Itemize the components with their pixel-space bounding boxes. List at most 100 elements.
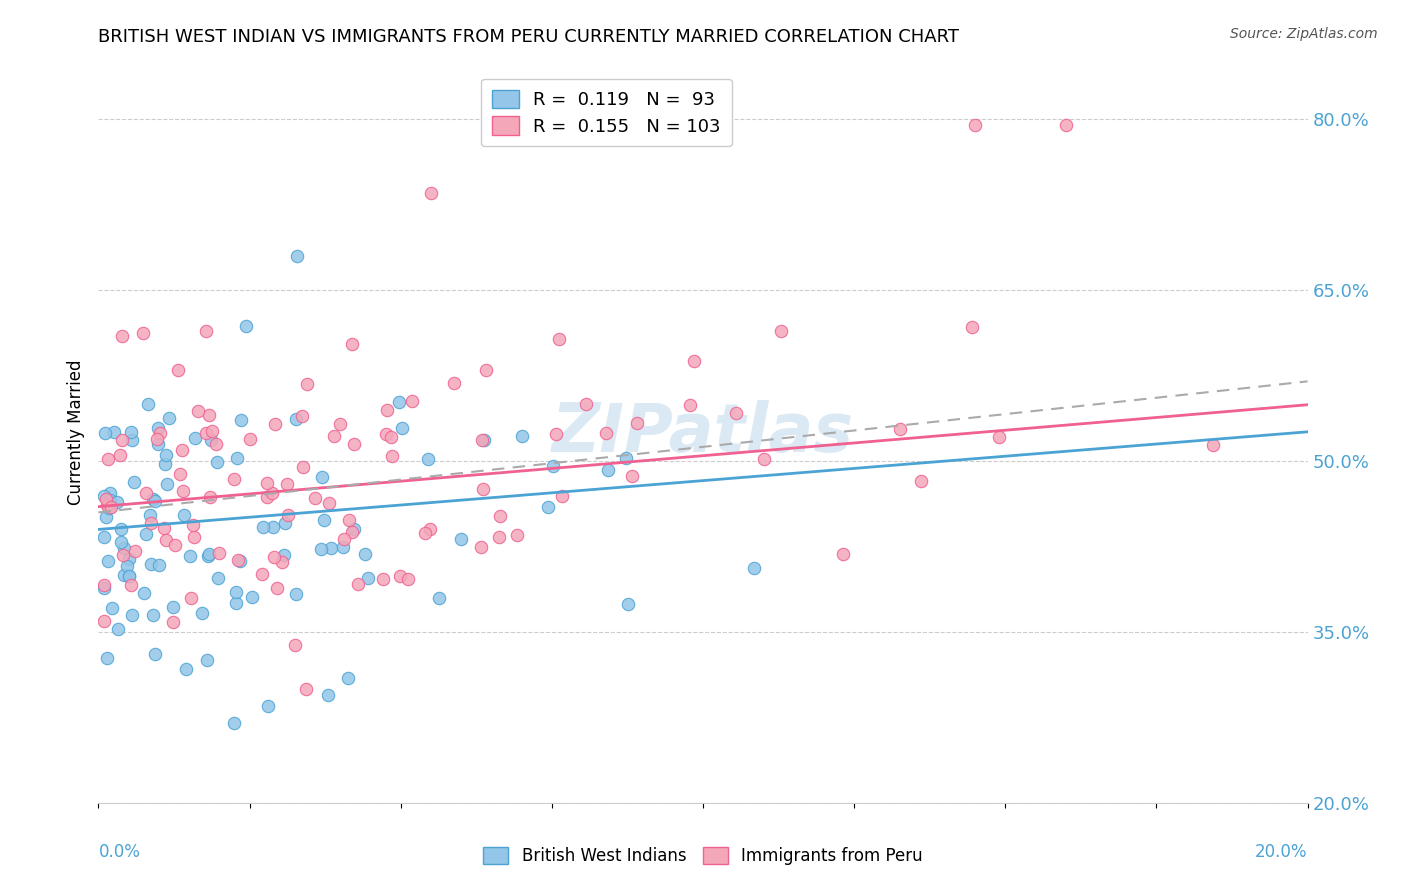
Immigrants from Peru [724, 406, 747, 420]
British West Indians [287, 249, 309, 263]
British West Indians [332, 540, 354, 554]
British West Indians [617, 597, 640, 611]
Immigrants from Peru [172, 483, 194, 498]
Immigrants from Peru [180, 591, 202, 605]
British West Indians [146, 421, 169, 435]
British West Indians [148, 558, 170, 572]
British West Indians [146, 437, 169, 451]
Immigrants from Peru [380, 430, 402, 444]
Immigrants from Peru [471, 433, 494, 447]
British West Indians [124, 475, 146, 490]
Immigrants from Peru [544, 426, 567, 441]
Immigrants from Peru [987, 430, 1010, 444]
British West Indians [311, 470, 333, 484]
Immigrants from Peru [329, 417, 352, 431]
British West Indians [118, 552, 141, 566]
Immigrants from Peru [256, 475, 278, 490]
British West Indians [97, 501, 120, 516]
British West Indians [311, 541, 333, 556]
British West Indians [205, 455, 228, 469]
Immigrants from Peru [167, 363, 190, 377]
British West Indians [537, 500, 560, 515]
British West Indians [427, 591, 450, 606]
Immigrants from Peru [291, 459, 314, 474]
Immigrants from Peru [548, 332, 571, 346]
Immigrants from Peru [471, 482, 494, 496]
Immigrants from Peru [222, 472, 245, 486]
British West Indians [337, 671, 360, 685]
Y-axis label: Currently Married: Currently Married [66, 359, 84, 506]
Immigrants from Peru [155, 533, 177, 547]
British West Indians [418, 451, 440, 466]
Immigrants from Peru [277, 508, 299, 522]
British West Indians [197, 549, 219, 564]
Immigrants from Peru [120, 578, 142, 592]
Immigrants from Peru [683, 353, 706, 368]
Legend: British West Indians, Immigrants from Peru: British West Indians, Immigrants from Pe… [477, 840, 929, 872]
Immigrants from Peru [162, 615, 184, 629]
British West Indians [319, 541, 342, 556]
British West Indians [450, 532, 472, 546]
Immigrants from Peru [181, 517, 204, 532]
Immigrants from Peru [290, 409, 312, 423]
British West Indians [173, 508, 195, 523]
Legend: R =  0.119   N =  93, R =  0.155   N = 103: R = 0.119 N = 93, R = 0.155 N = 103 [481, 78, 731, 146]
British West Indians [225, 584, 247, 599]
British West Indians [596, 463, 619, 477]
British West Indians [143, 494, 166, 508]
British West Indians [118, 569, 141, 583]
Immigrants from Peru [346, 577, 368, 591]
Immigrants from Peru [337, 513, 360, 527]
Immigrants from Peru [910, 474, 932, 488]
Immigrants from Peru [124, 544, 146, 558]
Immigrants from Peru [172, 442, 194, 457]
Immigrants from Peru [505, 527, 527, 541]
British West Indians [162, 600, 184, 615]
Immigrants from Peru [284, 638, 307, 652]
Immigrants from Peru [263, 550, 285, 565]
Immigrants from Peru [396, 572, 419, 586]
Text: BRITISH WEST INDIAN VS IMMIGRANTS FROM PERU CURRENTLY MARRIED CORRELATION CHART: BRITISH WEST INDIAN VS IMMIGRANTS FROM P… [98, 28, 959, 45]
British West Indians [198, 547, 221, 561]
Immigrants from Peru [474, 363, 496, 377]
British West Indians [115, 558, 138, 573]
Immigrants from Peru [381, 450, 404, 464]
Immigrants from Peru [163, 539, 186, 553]
British West Indians [135, 527, 157, 541]
Immigrants from Peru [401, 394, 423, 409]
Immigrants from Peru [146, 432, 169, 446]
British West Indians [226, 450, 249, 465]
Immigrants from Peru [256, 490, 278, 504]
Immigrants from Peru [169, 467, 191, 482]
Immigrants from Peru [100, 500, 122, 515]
Immigrants from Peru [195, 324, 218, 338]
British West Indians [179, 549, 201, 563]
Immigrants from Peru [266, 581, 288, 595]
British West Indians [121, 607, 143, 622]
Immigrants from Peru [201, 425, 224, 439]
Text: 20.0%: 20.0% [1256, 843, 1308, 861]
British West Indians [136, 397, 159, 411]
British West Indians [235, 319, 257, 334]
British West Indians [256, 698, 278, 713]
Immigrants from Peru [149, 425, 172, 440]
Immigrants from Peru [304, 491, 326, 506]
British West Indians [354, 548, 377, 562]
Immigrants from Peru [96, 498, 118, 512]
British West Indians [93, 489, 115, 503]
Immigrants from Peru [93, 614, 115, 628]
Immigrants from Peru [97, 452, 120, 467]
British West Indians [316, 688, 339, 702]
British West Indians [285, 412, 308, 426]
British West Indians [229, 554, 252, 568]
British West Indians [112, 567, 135, 582]
Immigrants from Peru [135, 485, 157, 500]
Immigrants from Peru [111, 329, 134, 343]
British West Indians [512, 429, 534, 443]
British West Indians [284, 587, 307, 601]
Immigrants from Peru [252, 567, 274, 582]
Immigrants from Peru [205, 437, 228, 451]
Immigrants from Peru [489, 508, 512, 523]
British West Indians [174, 662, 197, 676]
Immigrants from Peru [375, 427, 398, 442]
